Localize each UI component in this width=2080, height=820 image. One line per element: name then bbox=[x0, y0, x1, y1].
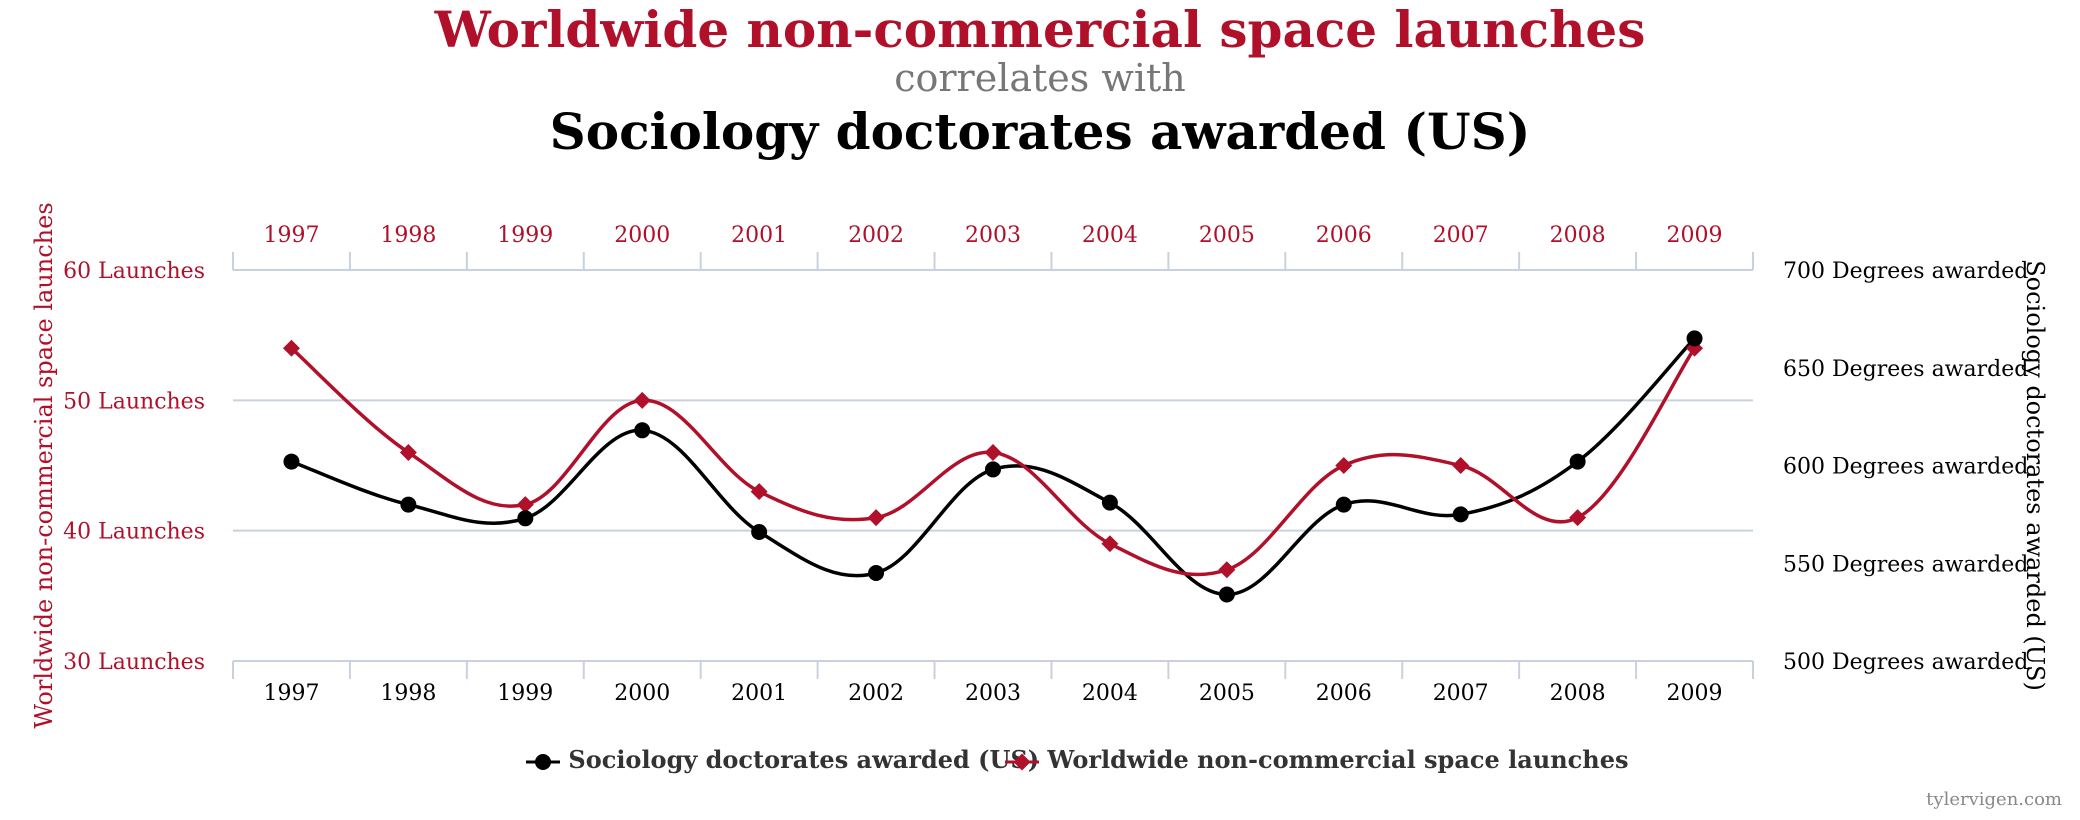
sociology-point bbox=[400, 496, 417, 513]
top-year-label: 1999 bbox=[497, 223, 553, 248]
space-launches-line bbox=[290, 346, 1696, 577]
legend-label-sociology: Sociology doctorates awarded (US) bbox=[568, 745, 1040, 774]
top-year-label: 2003 bbox=[965, 223, 1021, 248]
space-launches-point bbox=[633, 391, 651, 409]
sociology-point bbox=[985, 461, 1001, 478]
top-year-label: 2007 bbox=[1433, 223, 1489, 248]
bottom-year-label: 2009 bbox=[1667, 681, 1723, 706]
space-launches-point bbox=[399, 443, 417, 461]
sociology-point bbox=[1218, 586, 1235, 603]
bottom-year-label: 2001 bbox=[731, 681, 787, 706]
top-year-label: 1998 bbox=[380, 223, 436, 248]
top-year-label: 2000 bbox=[614, 223, 670, 248]
bottom-year-label: 2006 bbox=[1316, 681, 1372, 706]
sociology-point bbox=[1569, 453, 1586, 470]
left-tick-label: 50 Launches bbox=[63, 389, 205, 414]
sociology-point bbox=[1686, 330, 1703, 347]
bottom-year-label: 2000 bbox=[614, 681, 670, 706]
sociology-point bbox=[634, 422, 651, 439]
space-launches-point bbox=[750, 483, 768, 501]
space-launches-point bbox=[1218, 561, 1236, 579]
top-year-label: 2005 bbox=[1199, 223, 1255, 248]
chart-subtitle: Sociology doctorates awarded (US) bbox=[549, 102, 1531, 161]
right-tick-label: 550 Degrees awarded bbox=[1783, 552, 2028, 577]
sociology-point bbox=[517, 510, 534, 527]
sociology-point bbox=[751, 523, 768, 540]
space-launches-point bbox=[1335, 457, 1353, 474]
space-launches-point bbox=[867, 509, 885, 527]
left-tick-label: 30 Launches bbox=[63, 650, 205, 675]
top-year-label: 2004 bbox=[1082, 223, 1138, 248]
chart-title: Worldwide non-commercial space launches bbox=[434, 0, 1646, 59]
legend-label-space-launches: Worldwide non-commercial space launches bbox=[1047, 745, 1629, 774]
left-tick-label: 60 Launches bbox=[63, 259, 205, 284]
top-year-label: 2006 bbox=[1316, 223, 1372, 248]
right-axis-title: Sociology doctorates awarded (US) bbox=[2021, 260, 2049, 691]
space-launches-point bbox=[1101, 535, 1119, 553]
space-launches-point bbox=[282, 339, 300, 357]
bottom-year-label: 1997 bbox=[263, 681, 319, 706]
top-year-label: 2009 bbox=[1667, 223, 1723, 248]
sociology-point bbox=[868, 565, 885, 582]
sociology-point bbox=[1335, 496, 1352, 513]
legend-marker-diamond bbox=[1005, 753, 1039, 770]
top-year-label: 2001 bbox=[731, 223, 787, 248]
chart-legend: Sociology doctorates awarded (US) Worldw… bbox=[520, 743, 1720, 783]
left-axis-title: Worldwide non-commercial space launches bbox=[30, 202, 58, 728]
top-year-label: 1997 bbox=[263, 223, 319, 248]
legend-item-sociology: Sociology doctorates awarded (US) bbox=[526, 743, 1039, 779]
sociology-point bbox=[1101, 494, 1118, 511]
bottom-year-label: 2008 bbox=[1550, 681, 1606, 706]
bottom-year-label: 2002 bbox=[848, 681, 904, 706]
chart-connector: correlates with bbox=[894, 56, 1186, 100]
right-tick-label: 700 Degrees awarded bbox=[1783, 259, 2028, 284]
bottom-year-label: 2003 bbox=[965, 681, 1021, 706]
watermark: tylervigen.com bbox=[1926, 789, 2062, 810]
bottom-year-label: 2005 bbox=[1199, 681, 1255, 706]
bottom-year-label: 1999 bbox=[497, 681, 553, 706]
bottom-year-label: 2007 bbox=[1433, 681, 1489, 706]
sociology-point bbox=[1452, 506, 1469, 523]
space-launches-point bbox=[516, 496, 534, 514]
top-year-label: 2002 bbox=[848, 223, 904, 248]
right-tick-label: 650 Degrees awarded bbox=[1783, 357, 2028, 382]
left-tick-label: 40 Launches bbox=[63, 520, 205, 545]
space-launches-point bbox=[1569, 509, 1587, 527]
right-tick-label: 500 Degrees awarded bbox=[1783, 650, 2028, 675]
right-tick-label: 600 Degrees awarded bbox=[1783, 455, 2028, 480]
legend-marker-circle bbox=[526, 753, 560, 770]
bottom-year-label: 1998 bbox=[380, 681, 436, 706]
bottom-year-label: 2004 bbox=[1082, 681, 1138, 706]
space-launches-point bbox=[984, 443, 1002, 461]
top-year-label: 2008 bbox=[1550, 223, 1606, 248]
sociology-point bbox=[283, 453, 300, 470]
space-launches-point bbox=[1452, 457, 1470, 474]
legend-item-space-launches: Worldwide non-commercial space launches bbox=[1005, 743, 1629, 779]
